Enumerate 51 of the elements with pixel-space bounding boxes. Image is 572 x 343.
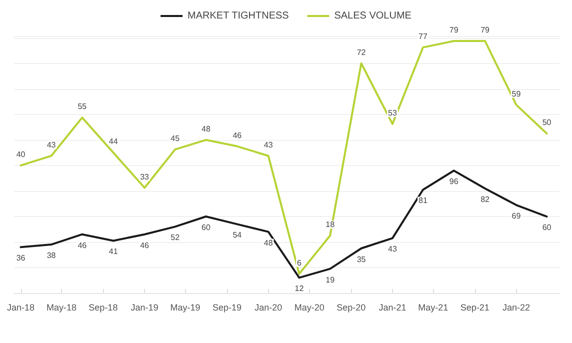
data-label: 54	[232, 230, 242, 240]
data-label: 45	[170, 134, 180, 143]
x-tick-label: Jan-19	[130, 302, 158, 312]
data-label: 60	[542, 223, 552, 232]
data-label: 59	[512, 89, 522, 98]
data-label: 6	[296, 258, 302, 268]
x-tick-label: Jan-22	[502, 302, 530, 312]
legend-label: MARKET TIGHTNESS	[188, 10, 290, 22]
x-tick-label: Sep-20	[336, 302, 366, 312]
data-label: 33	[140, 172, 150, 182]
x-tick-label: Jan-20	[254, 302, 282, 312]
data-label: 43	[264, 140, 274, 150]
data-label: 50	[542, 118, 552, 128]
legend-label: SALES VOLUME	[334, 10, 412, 22]
x-tick-label: May-20	[294, 302, 324, 312]
data-label: 36	[16, 254, 26, 263]
data-label: 72	[356, 48, 366, 57]
x-tick-label: Jan-18	[7, 302, 35, 312]
data-label: 48	[201, 124, 211, 134]
data-label: 79	[480, 26, 490, 35]
data-label: 46	[232, 130, 242, 140]
data-label: 77	[418, 32, 428, 41]
data-label: 55	[78, 102, 88, 112]
data-label: 96	[449, 177, 459, 186]
data-label: 53	[388, 108, 398, 118]
data-label: 60	[201, 223, 211, 232]
data-label: 19	[326, 275, 336, 284]
data-label: 44	[108, 137, 118, 146]
x-tick-label: May-21	[418, 302, 448, 312]
x-tick-label: May-18	[46, 302, 76, 312]
data-label: 46	[78, 240, 88, 250]
data-label: 40	[16, 150, 26, 159]
data-label: 46	[140, 240, 150, 250]
data-label: 52	[170, 233, 180, 242]
data-label: 12	[294, 284, 304, 294]
data-label: 35	[356, 254, 366, 264]
data-label: 43	[388, 244, 398, 254]
data-label: 38	[46, 251, 56, 260]
data-label: 69	[512, 212, 522, 221]
x-tick-label: Sep-19	[212, 302, 242, 312]
data-label: 41	[108, 247, 118, 256]
x-tick-label: May-19	[170, 302, 200, 312]
x-tick-label: Sep-21	[460, 302, 490, 312]
data-label: 81	[418, 196, 428, 206]
data-label: 18	[326, 220, 336, 230]
x-tick-label: Sep-18	[88, 302, 118, 312]
data-label: 43	[46, 140, 56, 150]
data-label: 48	[264, 238, 274, 248]
data-label: 79	[449, 26, 459, 35]
data-label: 82	[480, 194, 490, 204]
x-tick-label: Jan-21	[378, 302, 406, 312]
